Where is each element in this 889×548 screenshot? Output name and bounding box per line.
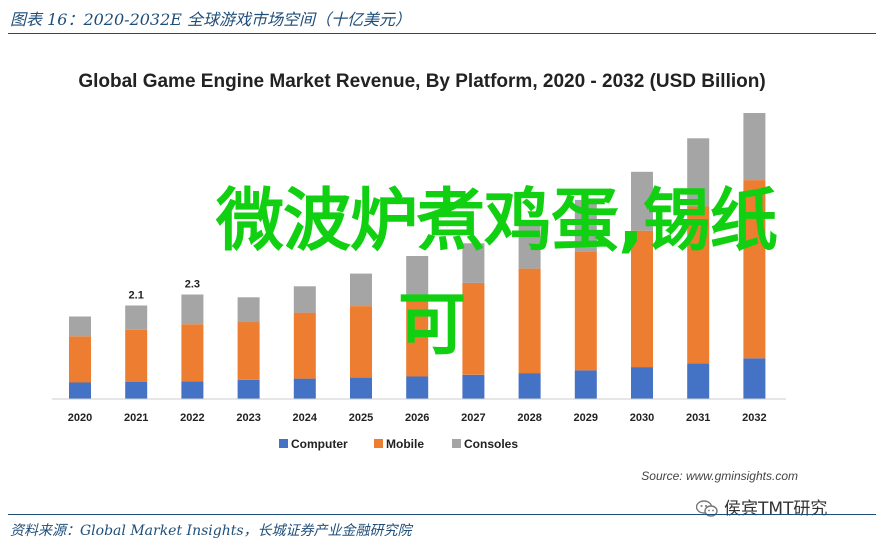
bar-mobile-2021 [125, 329, 148, 382]
chart-source-note: Source: www.gminsights.com [641, 469, 798, 483]
overlay-text-line-1: 微波炉煮鸡蛋,锡纸 [216, 182, 778, 261]
figure-caption: 图表 16：2020-2032E 全球游戏市场空间（十亿美元） [10, 10, 412, 29]
bar-computer-2029 [574, 370, 597, 399]
data-label-2021: 2.1 [129, 290, 144, 302]
x-tick-label-2021: 2021 [124, 412, 148, 424]
bars-group [69, 113, 766, 400]
bottom-rule [8, 514, 876, 515]
x-tick-label-2032: 2032 [742, 412, 766, 424]
bar-mobile-2028 [518, 268, 541, 374]
bar-computer-2030 [631, 367, 653, 399]
bar-consoles-2030 [631, 171, 653, 231]
bar-mobile-2027 [462, 282, 485, 375]
bar-consoles-2025 [350, 273, 372, 306]
bar-consoles-2029 [574, 199, 597, 252]
watermark: 侯宾TMT研究 [696, 494, 827, 519]
bar-mobile-2031 [687, 206, 710, 364]
x-tick-label-2020: 2020 [68, 412, 92, 424]
x-tick-label-2023: 2023 [236, 412, 260, 424]
legend-swatch-computer [279, 439, 288, 448]
legend: Computer Mobile Consoles [279, 437, 518, 451]
bar-consoles-2027 [462, 243, 485, 283]
bar-computer-2026 [406, 376, 429, 399]
bar-computer-2024 [293, 378, 316, 399]
bar-computer-2027 [462, 374, 485, 399]
bar-mobile-2025 [350, 306, 372, 378]
legend-label-mobile: Mobile [386, 437, 424, 451]
bar-mobile-2029 [574, 251, 597, 371]
legend-label-consoles: Consoles [464, 437, 518, 451]
legend-label-computer: Computer [291, 437, 348, 451]
x-tick-label-2022: 2022 [180, 412, 204, 424]
bar-mobile-2022 [181, 324, 204, 382]
chart-title: Global Game Engine Market Revenue, By Pl… [78, 71, 765, 92]
x-tick-label-2028: 2028 [517, 412, 541, 424]
x-tick-label-2024: 2024 [293, 412, 318, 424]
bar-consoles-2028 [518, 223, 541, 269]
bar-consoles-2031 [687, 138, 710, 207]
bar-consoles-2023 [237, 297, 260, 323]
x-tick-label-2027: 2027 [461, 412, 485, 424]
bar-computer-2020 [69, 382, 91, 399]
data-label-2022: 2.3 [185, 279, 200, 291]
bar-computer-2022 [181, 381, 204, 399]
overlay-text-line-2: 可 [398, 286, 466, 365]
data-labels: 2.1 2.3 [129, 279, 200, 302]
bar-consoles-2026 [406, 256, 429, 295]
bar-computer-2031 [687, 363, 710, 400]
wechat-icon [696, 500, 718, 517]
x-tick-label-2026: 2026 [405, 412, 429, 424]
bar-mobile-2026 [406, 295, 429, 377]
x-tick-label-2025: 2025 [349, 412, 373, 424]
bar-computer-2032 [743, 358, 766, 399]
source-note: 资料来源：Global Market Insights，长城证券产业金融研究院 [10, 523, 412, 539]
x-tick-labels: 2020 2021 2022 2023 2024 2025 2026 2027 2028 2029… [68, 412, 767, 424]
bar-mobile-2030 [631, 230, 653, 368]
bar-consoles-2021 [125, 305, 148, 330]
legend-swatch-mobile [374, 439, 383, 448]
bar-computer-2023 [237, 379, 260, 400]
x-tick-label-2031: 2031 [686, 412, 710, 424]
bar-consoles-2022 [181, 294, 204, 325]
bar-consoles-2020 [69, 316, 91, 337]
bar-mobile-2023 [237, 322, 260, 380]
watermark-text: 侯宾TMT研究 [724, 499, 828, 519]
bar-consoles-2032 [743, 113, 766, 181]
bar-mobile-2024 [293, 312, 316, 379]
x-tick-label-2029: 2029 [574, 412, 598, 424]
bar-computer-2021 [125, 381, 148, 399]
legend-swatch-consoles [452, 439, 461, 448]
bar-computer-2028 [518, 373, 541, 399]
top-rule [8, 33, 876, 34]
bar-computer-2025 [350, 377, 372, 399]
bar-mobile-2032 [743, 180, 766, 359]
x-tick-label-2030: 2030 [630, 412, 654, 424]
bar-consoles-2024 [293, 286, 316, 313]
bar-mobile-2020 [69, 336, 91, 383]
